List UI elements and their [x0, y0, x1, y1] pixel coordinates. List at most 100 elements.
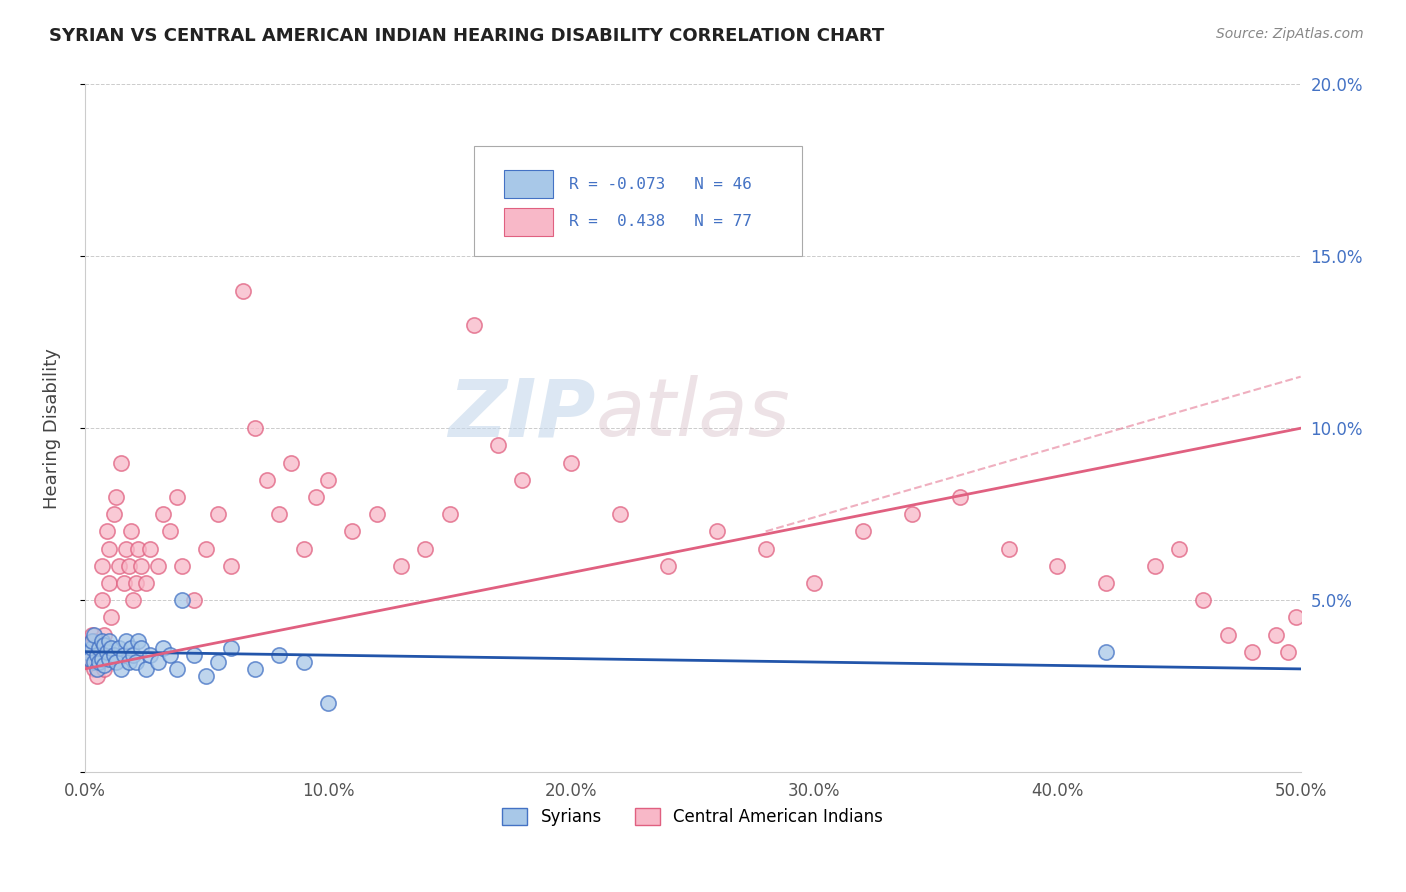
Point — [316, 696, 339, 710]
Point — [609, 507, 631, 521]
FancyBboxPatch shape — [474, 146, 803, 256]
Point — [292, 655, 315, 669]
Legend: Syrians, Central American Indians: Syrians, Central American Indians — [495, 801, 890, 832]
Point — [105, 655, 128, 669]
Point — [98, 576, 121, 591]
Point — [98, 541, 121, 556]
Point — [280, 456, 302, 470]
Text: ZIP: ZIP — [449, 376, 595, 453]
Point — [122, 648, 145, 662]
Point — [107, 558, 129, 573]
Point — [80, 641, 103, 656]
Point — [342, 524, 364, 539]
Point — [93, 658, 115, 673]
Text: atlas: atlas — [595, 376, 790, 453]
FancyBboxPatch shape — [505, 208, 553, 235]
Point — [86, 662, 108, 676]
Point — [195, 541, 218, 556]
Point — [93, 627, 115, 641]
Point — [159, 648, 181, 662]
Point — [105, 490, 128, 504]
Point — [389, 558, 412, 573]
Point — [170, 558, 193, 573]
Point — [152, 641, 174, 656]
Point — [96, 524, 118, 539]
Point — [439, 507, 461, 521]
Point — [110, 662, 132, 676]
Point — [269, 648, 291, 662]
Text: R = -0.073   N = 46: R = -0.073 N = 46 — [568, 177, 752, 192]
Point — [120, 641, 142, 656]
Point — [80, 634, 103, 648]
Point — [129, 641, 152, 656]
Point — [1277, 645, 1299, 659]
Point — [127, 634, 149, 648]
Point — [243, 421, 266, 435]
Point — [110, 456, 132, 470]
Point — [107, 641, 129, 656]
Point — [413, 541, 436, 556]
Point — [117, 558, 139, 573]
Point — [166, 490, 188, 504]
Point — [183, 648, 205, 662]
Y-axis label: Hearing Disability: Hearing Disability — [44, 348, 60, 508]
Point — [129, 558, 152, 573]
Point — [112, 648, 135, 662]
Point — [1095, 645, 1118, 659]
Point — [998, 541, 1021, 556]
Point — [706, 524, 728, 539]
Point — [86, 669, 108, 683]
Point — [80, 655, 103, 669]
Point — [316, 473, 339, 487]
Point — [1143, 558, 1166, 573]
Point — [1265, 627, 1288, 641]
Point — [100, 610, 122, 624]
Text: SYRIAN VS CENTRAL AMERICAN INDIAN HEARING DISABILITY CORRELATION CHART: SYRIAN VS CENTRAL AMERICAN INDIAN HEARIN… — [49, 27, 884, 45]
Point — [83, 634, 105, 648]
Point — [1216, 627, 1239, 641]
Point — [219, 641, 242, 656]
Point — [366, 507, 388, 521]
Point — [463, 318, 485, 332]
Point — [1168, 541, 1191, 556]
Point — [900, 507, 922, 521]
Point — [152, 507, 174, 521]
Point — [90, 593, 112, 607]
Point — [803, 576, 825, 591]
Point — [83, 662, 105, 676]
Point — [170, 593, 193, 607]
Point — [1095, 576, 1118, 591]
Point — [76, 651, 98, 665]
Point — [183, 593, 205, 607]
Point — [79, 651, 101, 665]
Point — [90, 558, 112, 573]
Point — [86, 648, 108, 662]
Point — [89, 641, 111, 656]
Point — [103, 648, 125, 662]
Point — [122, 593, 145, 607]
Point — [112, 576, 135, 591]
Point — [89, 655, 111, 669]
Text: R =  0.438   N = 77: R = 0.438 N = 77 — [568, 214, 752, 229]
Point — [139, 541, 162, 556]
Point — [80, 627, 103, 641]
Point — [76, 645, 98, 659]
Point — [103, 507, 125, 521]
Point — [755, 541, 778, 556]
Text: Source: ZipAtlas.com: Source: ZipAtlas.com — [1216, 27, 1364, 41]
Point — [139, 648, 162, 662]
Point — [1240, 645, 1263, 659]
Point — [146, 558, 169, 573]
Point — [949, 490, 972, 504]
Point — [83, 627, 105, 641]
Point — [207, 655, 229, 669]
Point — [166, 662, 188, 676]
Point — [219, 558, 242, 573]
Point — [1046, 558, 1069, 573]
Point — [98, 634, 121, 648]
Point — [1192, 593, 1215, 607]
Point — [90, 634, 112, 648]
Point — [135, 576, 157, 591]
Point — [86, 648, 108, 662]
Point — [89, 655, 111, 669]
